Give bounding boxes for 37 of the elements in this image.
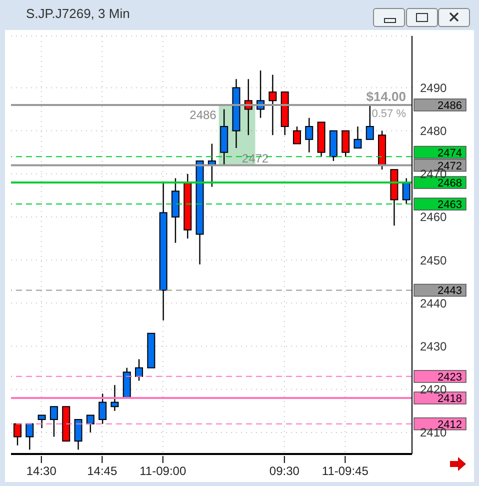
x-tick-label: 11-09:00 bbox=[140, 464, 186, 478]
y-tick-label: 2490 bbox=[420, 80, 448, 95]
candlestick bbox=[292, 126, 301, 144]
candlestick bbox=[354, 126, 362, 149]
candlestick bbox=[366, 104, 374, 140]
x-tick-label: 09:30 bbox=[269, 464, 300, 478]
candlestick bbox=[26, 423, 34, 450]
chart-title: S.JP.J7269, 3 Min bbox=[26, 6, 130, 21]
annotation: 2472 bbox=[242, 151, 269, 166]
candlestick bbox=[74, 418, 82, 450]
candlestick bbox=[98, 393, 107, 424]
annotation: 2486 bbox=[190, 108, 217, 122]
annotation: 0.57 % bbox=[372, 108, 406, 120]
x-tick-label: 11-09:45 bbox=[322, 464, 369, 478]
ref-line-label: 2474 bbox=[438, 147, 462, 160]
ref-line-label: 2486 bbox=[438, 100, 462, 112]
ref-line-label: 2423 bbox=[438, 371, 462, 384]
x-tick-label: 14:30 bbox=[26, 464, 57, 478]
candlestick bbox=[135, 358, 144, 382]
y-tick-label: 2430 bbox=[420, 340, 448, 354]
candlestick bbox=[14, 423, 22, 446]
candlestick bbox=[50, 406, 58, 438]
candlestick bbox=[342, 130, 350, 158]
annotation: $14.00 bbox=[366, 88, 406, 104]
candlestick bbox=[305, 117, 314, 153]
y-tick-label: 2480 bbox=[420, 124, 448, 138]
candlestick bbox=[110, 384, 119, 412]
ref-line-label: 2443 bbox=[438, 285, 462, 298]
candlestick bbox=[86, 414, 94, 434]
x-tick-label: 14:45 bbox=[87, 464, 118, 478]
candlestick bbox=[38, 414, 46, 429]
y-tick-label: 2460 bbox=[420, 210, 448, 224]
y-tick-label: 2440 bbox=[420, 296, 448, 310]
y-tick-label: 2450 bbox=[420, 253, 448, 268]
candlestick bbox=[268, 74, 277, 136]
ref-line-label: 2468 bbox=[438, 178, 462, 190]
ref-line-label: 2463 bbox=[438, 199, 462, 212]
